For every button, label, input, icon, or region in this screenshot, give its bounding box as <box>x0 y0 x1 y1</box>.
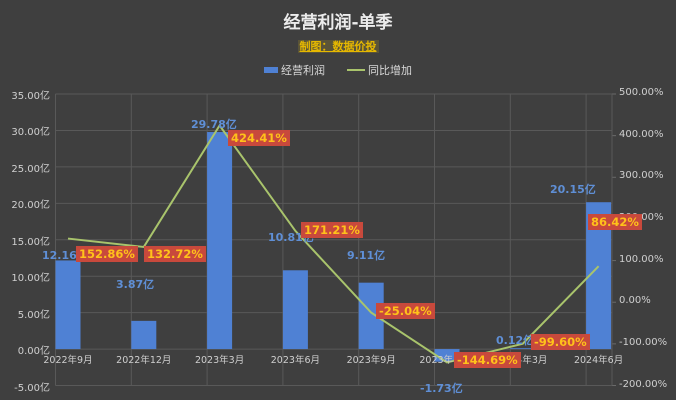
left-axis-tick: 5.00亿 <box>17 309 50 321</box>
yoy-value-label: -144.69% <box>454 352 521 368</box>
chart-title: 经营利润-单季 <box>283 13 393 33</box>
yoy-value-label: 424.41% <box>228 130 290 146</box>
yoy-value-label: 86.42% <box>588 214 642 230</box>
legend-item-bar: 经营利润 <box>264 62 325 78</box>
bar-value-label: 0.12亿 <box>496 334 535 347</box>
left-axis-tick: 25.00亿 <box>11 163 50 175</box>
left-axis-tick: 15.00亿 <box>11 236 50 248</box>
right-axis-tick: 300.00% <box>619 170 664 182</box>
x-axis-label: 2022年12月 <box>116 355 172 366</box>
yoy-value-label: 152.86% <box>76 246 138 262</box>
legend-item-line: 同比增加 <box>347 62 412 78</box>
yoy-value-label: 171.21% <box>301 222 363 238</box>
x-axis-label: 2023年12月 <box>419 355 475 366</box>
legend-line-label: 同比增加 <box>368 64 412 77</box>
yoy-value-label: -99.60% <box>531 334 590 350</box>
bar-swatch-icon <box>264 67 278 73</box>
right-axis-tick: 100.00% <box>619 253 664 265</box>
x-axis-label: 2024年6月 <box>573 355 624 366</box>
line-swatch-icon <box>347 69 365 71</box>
bar <box>207 132 233 350</box>
bar <box>510 348 536 350</box>
right-axis-tick: 400.00% <box>619 128 664 140</box>
bar <box>55 260 81 350</box>
yoy-value-label: 132.72% <box>144 246 206 262</box>
x-axis-label: 2024年3月 <box>498 355 548 366</box>
bar-value-label: -1.73亿 <box>420 382 463 395</box>
x-axis-label: 2023年6月 <box>270 355 320 366</box>
chart-subtitle: 制图：数据价投 <box>0 38 676 54</box>
right-axis-tick: -100.00% <box>619 336 668 348</box>
left-axis-tick: 20.00亿 <box>11 200 50 212</box>
bar-value-label: 20.15亿 <box>550 183 596 196</box>
left-axis-tick: 30.00亿 <box>11 127 50 139</box>
yoy-value-label: -25.04% <box>376 303 435 319</box>
subtitle-text: 制图：数据价投 <box>297 40 379 53</box>
x-axis-label: 2022年9月 <box>43 355 93 366</box>
left-axis-tick: 10.00亿 <box>11 273 50 285</box>
right-axis-tick: -200.00% <box>619 378 668 390</box>
left-axis-tick: 0.00亿 <box>17 346 50 358</box>
bar <box>131 320 157 350</box>
legend: 经营利润 同比增加 <box>0 62 676 78</box>
left-axis-tick: 35.00亿 <box>11 91 50 102</box>
bar-value-label: 3.87亿 <box>116 278 155 291</box>
x-axis-label: 2023年3月 <box>194 355 245 366</box>
bar-value-label: 9.11亿 <box>347 249 386 262</box>
yoy-line <box>67 123 600 364</box>
right-axis-tick: 0.00% <box>619 295 651 307</box>
bar-value-label: 29.78亿 <box>191 118 237 131</box>
left-axis-tick: -5.00亿 <box>14 382 50 394</box>
legend-bar-label: 经营利润 <box>281 64 325 77</box>
bar <box>282 270 308 350</box>
right-axis-tick: 500.00% <box>619 87 664 98</box>
x-axis-label: 2023年9月 <box>346 355 396 366</box>
